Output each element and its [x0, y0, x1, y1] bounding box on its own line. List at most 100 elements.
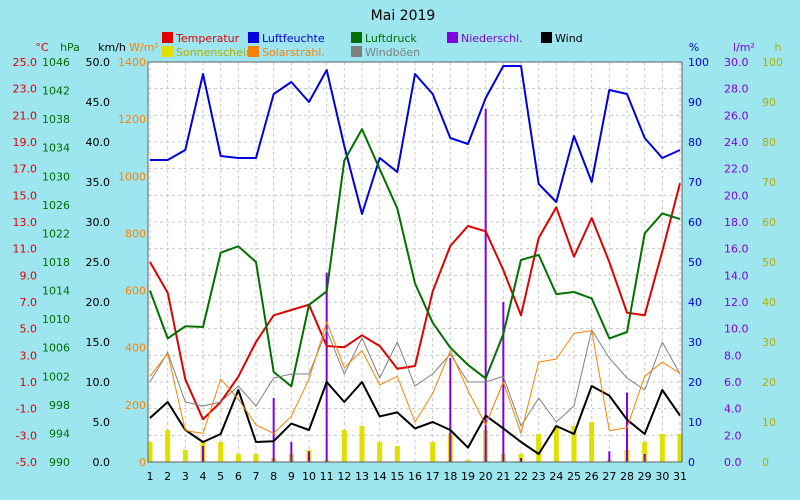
tick-label-c: 15.0 [13, 189, 38, 202]
tick-label-l-m: 24.0 [724, 136, 749, 149]
tick-label-l-m: 2.0 [724, 429, 742, 442]
sonnenschein-bar [182, 450, 188, 462]
tick-label-c: 21.0 [13, 109, 38, 122]
x-tick-label: 9 [288, 470, 295, 483]
legend-item-solarstrahl: Solarstrahl. [248, 46, 325, 59]
legend-label: Luftfeuchte [262, 32, 325, 45]
tick-label-: 90 [688, 96, 702, 109]
tick-label-hpa: 1002 [42, 370, 70, 383]
tick-label-: 60 [688, 216, 702, 229]
x-tick-label: 8 [270, 470, 277, 483]
x-tick-label: 19 [461, 470, 475, 483]
tick-label-hpa: 1018 [42, 256, 70, 269]
sonnenschein-bar [165, 430, 171, 462]
axis-unit-: % [689, 41, 699, 54]
niederschl-bar [290, 442, 293, 462]
niederschl-bar [272, 398, 275, 462]
sonnenschein-bar [536, 434, 542, 462]
tick-label-: 80 [688, 136, 702, 149]
tick-label-w-m: 200 [125, 399, 146, 412]
x-tick-label: 10 [302, 470, 316, 483]
x-tick-label: 4 [200, 470, 207, 483]
x-tick-label: 11 [320, 470, 334, 483]
legend-swatch [447, 32, 458, 43]
niederschl-bar [308, 451, 310, 462]
tick-label-: 100 [688, 56, 709, 69]
sonnenschein-bar [465, 460, 471, 462]
tick-label-hpa: 990 [49, 456, 70, 469]
axis-ticks: 25.0 23.0 21.0 19.0 17.0 15.0 13.0 11.0 9.0 7.0 5.… [13, 56, 784, 469]
x-tick-label: 29 [638, 470, 652, 483]
legend-item-luftfeuchte: Luftfeuchte [248, 32, 325, 45]
axis-unit-w-m: W/m² [129, 41, 159, 54]
tick-label-hpa: 1030 [42, 170, 70, 183]
tick-label-km-h: 25.0 [86, 256, 111, 269]
tick-label-hpa: 1014 [42, 285, 70, 298]
legend-item-luftdruck: Luftdruck [351, 32, 417, 45]
x-tick-label: 13 [355, 470, 369, 483]
tick-label-km-h: 0.0 [93, 456, 111, 469]
tick-label-hpa: 1010 [42, 313, 70, 326]
tick-label-c: 9.0 [20, 269, 38, 282]
tick-label-km-h: 15.0 [86, 336, 111, 349]
tick-label-: 50 [688, 256, 702, 269]
temperatur-line [149, 183, 681, 421]
tick-label-c: 25.0 [13, 56, 38, 69]
tick-label-l-m: 16.0 [724, 243, 749, 256]
tick-label-l-m: 14.0 [724, 269, 749, 282]
tick-label-km-h: 40.0 [86, 136, 111, 149]
tick-label-l-m: 28.0 [724, 83, 749, 96]
x-tick-label: 22 [514, 470, 528, 483]
x-tick-label: 21 [496, 470, 510, 483]
tick-label-: 10 [688, 416, 702, 429]
tick-label-km-h: 35.0 [86, 176, 111, 189]
legend-label: Solarstrahl. [262, 46, 325, 59]
tick-label-w-m: 800 [125, 227, 146, 240]
tick-label-c: 17.0 [13, 163, 38, 176]
tick-label-h: 20 [762, 376, 776, 389]
x-tick-label: 15 [390, 470, 404, 483]
tick-label-l-m: 10.0 [724, 323, 749, 336]
tick-label-w-m: 1200 [118, 113, 146, 126]
tick-label-l-m: 12.0 [724, 296, 749, 309]
tick-label-l-m: 26.0 [724, 109, 749, 122]
x-tick-label: 28 [620, 470, 634, 483]
legend-item-windb-en: Windböen [351, 46, 420, 59]
x-tick-label: 2 [164, 470, 171, 483]
sonnenschein-bar [253, 454, 259, 462]
tick-label-l-m: 8.0 [724, 349, 742, 362]
tick-label-c: 11.0 [13, 243, 38, 256]
x-tick-label: 30 [655, 470, 669, 483]
axis-unit-c: °C [35, 41, 49, 54]
tick-label-l-m: 4.0 [724, 403, 742, 416]
x-tick-label: 3 [182, 470, 189, 483]
tick-label-km-h: 10.0 [86, 376, 111, 389]
tick-label-c: 13.0 [13, 216, 38, 229]
sonnenschein-bar [235, 454, 241, 462]
legend-label: Wind [555, 32, 583, 45]
tick-label-c: -3.0 [16, 429, 37, 442]
x-tick-label: 26 [585, 470, 599, 483]
tick-label-h: 70 [762, 176, 776, 189]
legend-swatch [248, 32, 259, 43]
tick-label-km-h: 50.0 [86, 56, 111, 69]
sonnenschein-bar [589, 422, 595, 462]
luftdruck-line [149, 128, 681, 388]
x-tick-label: 25 [567, 470, 581, 483]
axis-unit-l-m: l/m² [733, 41, 755, 54]
tick-label-w-m: 400 [125, 342, 146, 355]
tick-label-km-h: 5.0 [93, 416, 111, 429]
sonnenschein-bar [642, 442, 648, 462]
x-tick-label: 18 [443, 470, 457, 483]
x-tick-label: 16 [408, 470, 422, 483]
windb-en-line [149, 329, 681, 427]
sonnenschein-bar [659, 434, 665, 462]
sonnenschein-bar [430, 442, 436, 462]
tick-label-: 40 [688, 296, 702, 309]
tick-label-: 20 [688, 376, 702, 389]
x-tick-label: 7 [253, 470, 260, 483]
sonnenschein-bar [553, 426, 559, 462]
tick-label-c: 19.0 [13, 136, 38, 149]
tick-label-hpa: 1034 [42, 142, 70, 155]
